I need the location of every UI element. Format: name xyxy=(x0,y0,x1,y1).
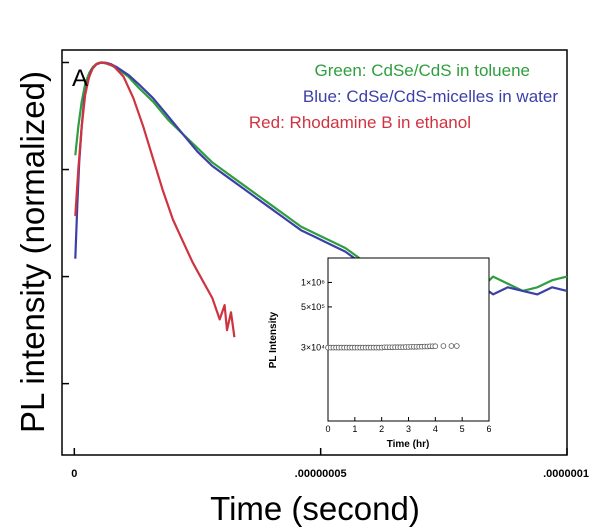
inset-plot: 3×10⁴ 5×10⁵ 1×10⁶ 0 1 2 3 4 5 6 Time (hr) PL Int… xyxy=(268,257,492,450)
inset-point-42 xyxy=(448,343,455,349)
main-x-tick-label-0: 0 xyxy=(71,468,77,480)
inset-point-40 xyxy=(432,343,439,350)
inset-x-axis-label: Time (hr) xyxy=(387,439,430,450)
inset-x-tick-label-5: 5 xyxy=(460,424,465,434)
inset-x-ticks: 0 1 2 3 4 5 6 xyxy=(325,417,492,434)
inset-point-41 xyxy=(440,343,447,349)
panel-label: A xyxy=(72,65,88,92)
inset-x-tick-label-4: 4 xyxy=(433,424,438,434)
inset-plot-frame xyxy=(327,257,490,422)
inset-y-tick-label-0: 3×10⁴ xyxy=(301,343,325,353)
inset-points-group xyxy=(325,343,460,351)
legend-entry-green: Green: CdSe/CdS in toluene xyxy=(315,61,530,80)
main-x-tick-label-2: .0000001 xyxy=(543,468,589,480)
main-x-ticks: 0 .00000005 .0000001 xyxy=(71,448,589,480)
series-line-2 xyxy=(74,61,236,338)
main-x-tick-label-1: .00000005 xyxy=(295,468,347,480)
inset-y-axis-label: PL Intensity xyxy=(268,311,279,368)
main-y-ticks xyxy=(62,61,69,385)
inset-point-43 xyxy=(453,343,460,349)
inset-y-tick-label-2: 1×10⁶ xyxy=(301,277,325,287)
y-axis-label: PL intensity (normalized) xyxy=(14,71,51,433)
inset-x-tick-label-3: 3 xyxy=(406,424,411,434)
legend-entry-blue: Blue: CdSe/CdS-micelles in water xyxy=(303,87,558,106)
inset-y-tick-label-1: 5×10⁵ xyxy=(301,302,325,312)
inset-x-tick-label-1: 1 xyxy=(352,424,357,434)
inset-x-tick-label-0: 0 xyxy=(325,424,330,434)
inset-x-tick-label-6: 6 xyxy=(486,424,491,434)
legend-entry-red: Red: Rhodamine B in ethanol xyxy=(249,113,471,132)
x-axis-label: Time (second) xyxy=(210,490,420,527)
main-plot-frame xyxy=(61,49,568,456)
legend: Green: CdSe/CdS in toluene Blue: CdSe/Cd… xyxy=(249,61,558,132)
inset-x-tick-label-2: 2 xyxy=(379,424,384,434)
